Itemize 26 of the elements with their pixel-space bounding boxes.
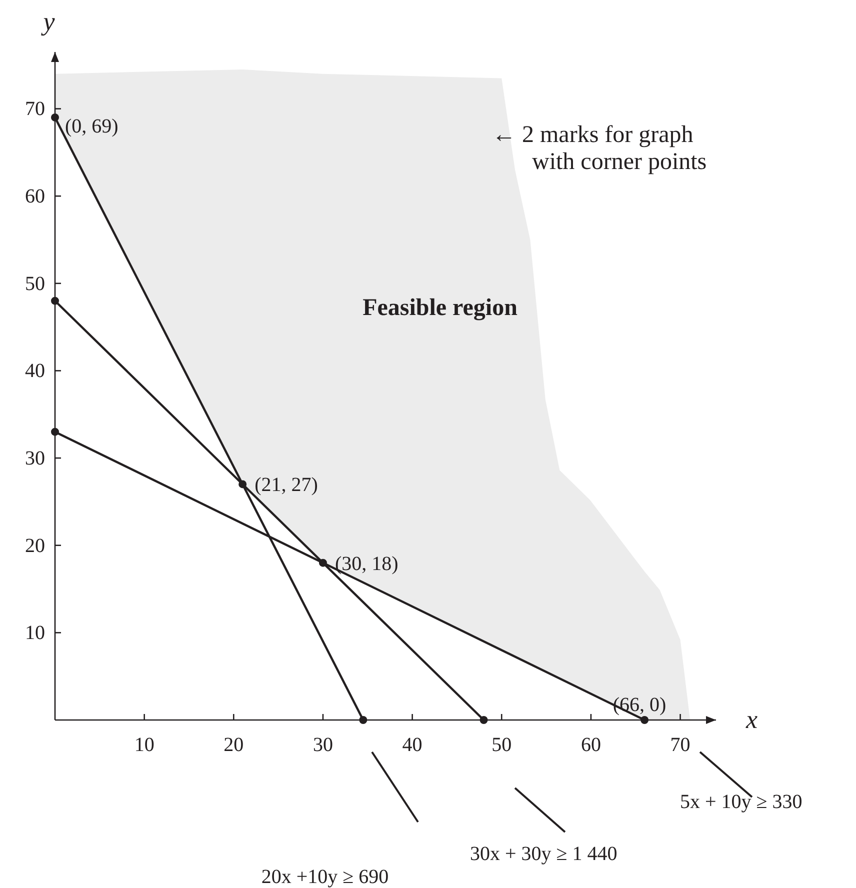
- x-tick-label: 10: [134, 734, 154, 756]
- y-tick-label: 30: [25, 447, 45, 470]
- annotation: Feasible region: [362, 295, 518, 321]
- x-tick-label: 70: [670, 734, 690, 756]
- point: [238, 480, 247, 488]
- x-axis-title: x: [745, 705, 758, 734]
- annotation: (21, 27): [254, 474, 318, 496]
- y-axis-title: y: [40, 7, 56, 36]
- annotation: (0, 69): [65, 115, 118, 138]
- y-tick-label: 50: [25, 272, 45, 295]
- text: 20x +10y ≥ 690: [261, 866, 389, 888]
- x-tick-label: 20: [224, 734, 244, 756]
- y-tick-label: 40: [25, 360, 45, 382]
- x-tick-label: 50: [492, 734, 512, 756]
- x-tick-label: 40: [402, 734, 422, 756]
- y-tick-label: 20: [25, 534, 45, 557]
- x-tick-label: 30: [312, 734, 333, 756]
- point: [318, 558, 327, 567]
- annotation: (30, 18): [334, 552, 398, 575]
- x-tick-label: 60: [580, 734, 601, 756]
- text: 5x + 10y ≥ 330: [680, 791, 802, 813]
- y-tick-label: 10: [25, 622, 45, 644]
- y-tick-label: 70: [25, 98, 45, 120]
- text: 30x + 30y ≥ 1 440: [470, 843, 618, 865]
- annotation: ← 2 marks for graph with corner points: [492, 122, 707, 175]
- y-tick-label: 60: [25, 185, 45, 208]
